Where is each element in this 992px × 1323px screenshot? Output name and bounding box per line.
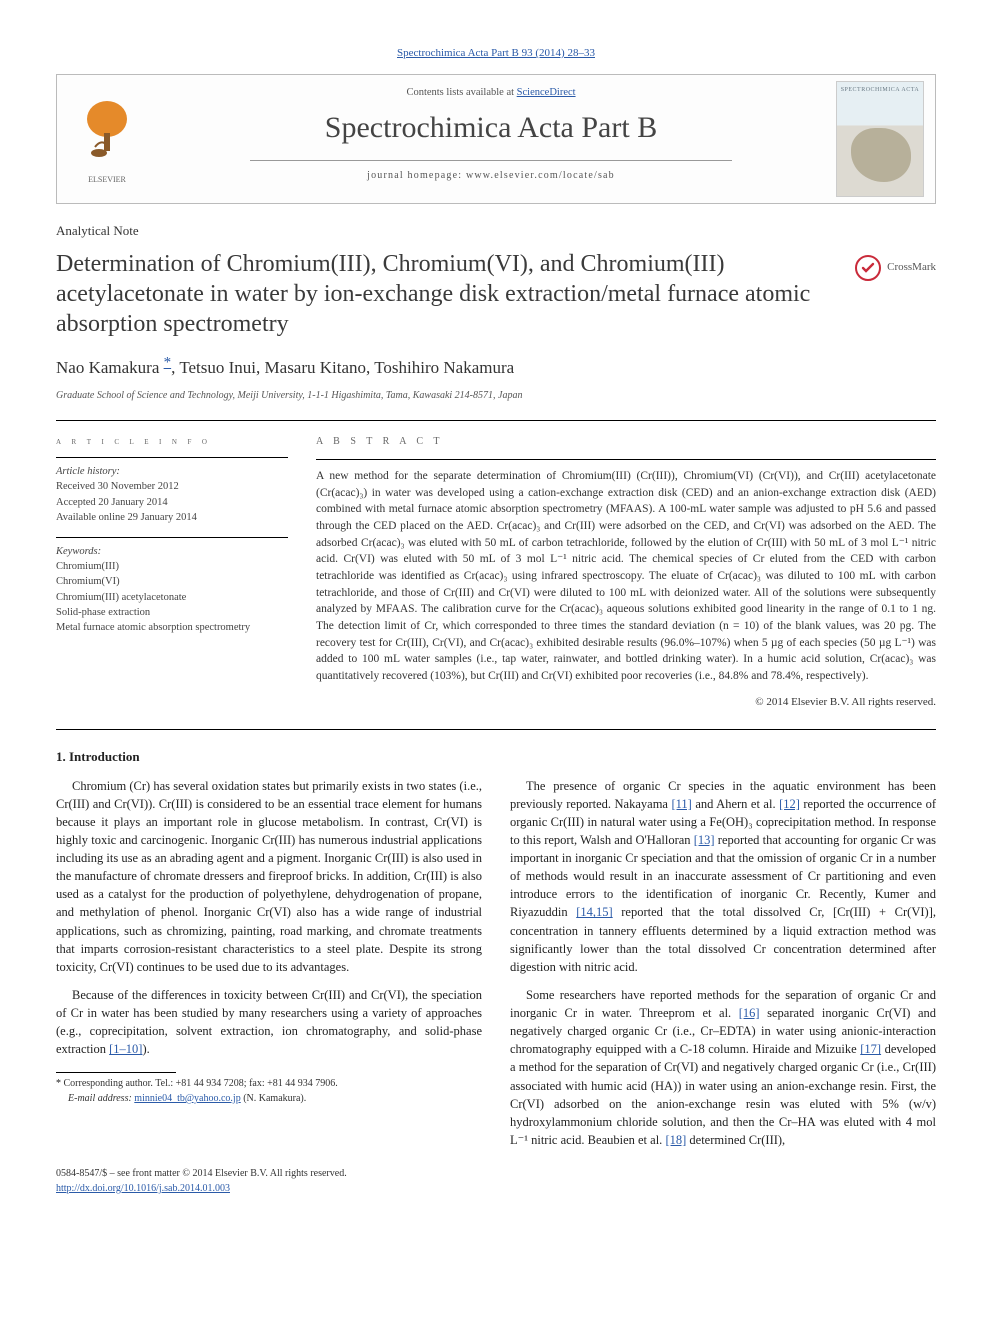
keywords-block: Keywords: Chromium(III) Chromium(VI) Chr… <box>56 537 288 635</box>
meta-abstract-row: A R T I C L E I N F O Article history: R… <box>56 435 936 711</box>
footer-bar: 0584-8547/$ – see front matter © 2014 El… <box>56 1167 936 1196</box>
body-text: and Ahern et al. <box>692 797 779 811</box>
rule-mid <box>56 729 936 730</box>
abstract-text: A new method for the separate determinat… <box>316 468 936 685</box>
article-info-heading: A R T I C L E I N F O <box>56 435 288 450</box>
keywords-label: Keywords: <box>56 544 288 559</box>
abstract-copyright: © 2014 Elsevier B.V. All rights reserved… <box>316 695 936 711</box>
reference-link[interactable]: [1–10] <box>109 1042 142 1056</box>
reference-link[interactable]: [13] <box>694 833 715 847</box>
journal-homepage: journal homepage: www.elsevier.com/locat… <box>165 169 817 184</box>
crossmark-icon <box>855 255 881 281</box>
journal-name: Spectrochimica Acta Part B <box>165 106 817 150</box>
footnote-block: * Corresponding author. Tel.: +81 44 934… <box>56 1072 482 1106</box>
email-link[interactable]: minnie04_tb@yahoo.co.jp <box>134 1093 240 1104</box>
history-received: Received 30 November 2012 <box>56 479 288 494</box>
body-paragraph: The presence of organic Cr species in th… <box>510 777 936 976</box>
crossmark-badge[interactable]: CrossMark <box>855 249 936 281</box>
reference-link[interactable]: [14,15] <box>576 905 612 919</box>
contents-line: Contents lists available at ScienceDirec… <box>165 85 817 100</box>
body-text: developed a method for the separation of… <box>510 1042 936 1147</box>
email-footnote: E-mail address: minnie04_tb@yahoo.co.jp … <box>56 1092 482 1107</box>
citation-link[interactable]: Spectrochimica Acta Part B 93 (2014) 28–… <box>397 47 595 59</box>
title-row: Determination of Chromium(III), Chromium… <box>56 249 936 339</box>
body-paragraph: Because of the differences in toxicity b… <box>56 986 482 1059</box>
abstract-rule <box>316 459 936 460</box>
front-matter-line: 0584-8547/$ – see front matter © 2014 El… <box>56 1167 347 1182</box>
header-divider <box>250 160 732 161</box>
keyword-item: Metal furnace atomic absorption spectrom… <box>56 620 288 635</box>
body-columns: Chromium (Cr) has several oxidation stat… <box>56 777 936 1150</box>
elsevier-wordmark: ELSEVIER <box>75 174 139 186</box>
reference-link[interactable]: [17] <box>860 1042 881 1056</box>
keyword-item: Chromium(III) <box>56 559 288 574</box>
journal-header: ELSEVIER Contents lists available at Sci… <box>56 74 936 204</box>
author-list: Nao Kamakura *, Tetsuo Inui, Masaru Kita… <box>56 358 514 377</box>
page-root: Spectrochimica Acta Part B 93 (2014) 28–… <box>0 0 992 1236</box>
footer-left: 0584-8547/$ – see front matter © 2014 El… <box>56 1167 347 1196</box>
paper-title: Determination of Chromium(III), Chromium… <box>56 249 839 339</box>
contents-prefix: Contents lists available at <box>406 87 516 98</box>
article-history-block: Article history: Received 30 November 20… <box>56 457 288 525</box>
sciencedirect-link[interactable]: ScienceDirect <box>517 87 576 98</box>
cover-thumb-title: SPECTROCHIMICA ACTA <box>837 86 923 95</box>
reference-link[interactable]: [12] <box>779 797 800 811</box>
journal-cover-thumb: SPECTROCHIMICA ACTA <box>836 81 924 197</box>
crossmark-label: CrossMark <box>887 260 936 276</box>
history-accepted: Accepted 20 January 2014 <box>56 495 288 510</box>
body-paragraph: Some researchers have reported methods f… <box>510 986 936 1149</box>
body-text: ). <box>142 1042 149 1056</box>
footnote-marker: * <box>56 1078 64 1089</box>
header-center: Contents lists available at ScienceDirec… <box>157 75 825 203</box>
corresponding-footnote: * Corresponding author. Tel.: +81 44 934… <box>56 1077 482 1092</box>
cover-thumb-art <box>851 128 911 182</box>
article-type: Analytical Note <box>56 222 936 241</box>
abstract-column: A B S T R A C T A new method for the sep… <box>316 435 936 711</box>
reference-link[interactable]: [18] <box>665 1133 686 1147</box>
keyword-item: Chromium(III) acetylacetonate <box>56 590 288 605</box>
keyword-item: Solid-phase extraction <box>56 605 288 620</box>
section-heading: 1. Introduction <box>56 748 936 767</box>
cover-thumb-cell: SPECTROCHIMICA ACTA <box>825 75 935 203</box>
article-info-column: A R T I C L E I N F O Article history: R… <box>56 435 288 711</box>
history-label: Article history: <box>56 464 288 479</box>
history-online: Available online 29 January 2014 <box>56 510 288 525</box>
reference-link[interactable]: [11] <box>671 797 691 811</box>
reference-link[interactable]: [16] <box>739 1006 760 1020</box>
body-paragraph: Chromium (Cr) has several oxidation stat… <box>56 777 482 976</box>
body-text: determined Cr(III), <box>686 1133 785 1147</box>
corresponding-author-marker[interactable]: * <box>164 355 172 371</box>
elsevier-logo: ELSEVIER <box>75 92 139 186</box>
footnote-rule <box>56 1072 176 1073</box>
homepage-url[interactable]: www.elsevier.com/locate/sab <box>466 170 615 181</box>
keyword-item: Chromium(VI) <box>56 574 288 589</box>
authors: Nao Kamakura *, Tetsuo Inui, Masaru Kita… <box>56 353 936 381</box>
doi-link[interactable]: http://dx.doi.org/10.1016/j.sab.2014.01.… <box>56 1183 230 1194</box>
elsevier-tree-icon <box>75 92 139 172</box>
rule-top <box>56 420 936 421</box>
email-tail: (N. Kamakura). <box>241 1093 307 1104</box>
affiliation: Graduate School of Science and Technolog… <box>56 389 936 404</box>
running-head: Spectrochimica Acta Part B 93 (2014) 28–… <box>56 46 936 62</box>
email-label: E-mail address: <box>68 1093 134 1104</box>
footnote-text: Corresponding author. Tel.: +81 44 934 7… <box>64 1078 338 1089</box>
homepage-label: journal homepage: <box>367 170 466 181</box>
abstract-heading: A B S T R A C T <box>316 435 936 450</box>
publisher-logo-cell: ELSEVIER <box>57 75 157 203</box>
